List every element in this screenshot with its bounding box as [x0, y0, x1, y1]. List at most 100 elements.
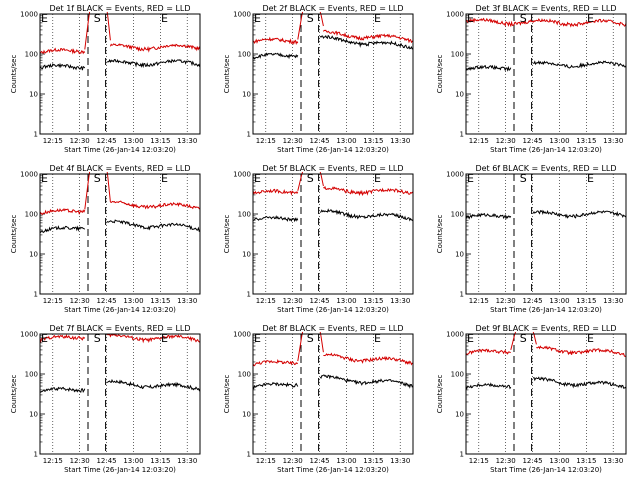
x-tick-label: 13:30	[603, 137, 623, 145]
events-series-line	[106, 378, 201, 392]
x-tick-label: 12:45	[96, 297, 116, 305]
chart-panel-1: Det 1f BLACK = Events, RED = LLD 12:15 12:…	[10, 4, 201, 154]
x-tick-label: 12:45	[522, 137, 542, 145]
plot-frame	[252, 13, 414, 135]
lld-series-line	[39, 47, 86, 55]
chart-title: Det 7f BLACK = Events, RED = LLD	[49, 324, 190, 333]
marker-label: E	[467, 12, 474, 25]
plot-frame	[465, 173, 627, 295]
chart-panel-8: Det 8f BLACK = Events, RED = LLD 12:15 12:…	[223, 324, 414, 474]
x-tick-label: 13:15	[150, 297, 170, 305]
marker-label: S	[520, 12, 527, 25]
x-tick-label: 12:45	[309, 457, 329, 465]
y-axis-label: Counts/sec	[10, 375, 18, 414]
x-tick-label: 13:15	[150, 457, 170, 465]
marker-label: E	[254, 12, 261, 25]
x-tick-label: 12:15	[469, 297, 489, 305]
chart-title: Det 1f BLACK = Events, RED = LLD	[49, 4, 190, 13]
x-axis-label: Start Time (26-Jan-14 12:03:20)	[277, 306, 389, 314]
marker-label: S	[94, 12, 101, 25]
marker-label: E	[41, 12, 48, 25]
chart-title: Det 4f BLACK = Events, RED = LLD	[49, 164, 190, 173]
lld-series-line	[109, 43, 201, 53]
x-tick-label: 13:15	[363, 297, 383, 305]
x-tick-label: 12:30	[496, 137, 516, 145]
events-series-line	[39, 225, 86, 234]
marker-label: E	[587, 172, 594, 185]
marker-label: S	[520, 172, 527, 185]
lld-series-line	[252, 188, 299, 196]
plot-frame	[39, 173, 201, 295]
chart-panel-9: Det 9f BLACK = Events, RED = LLD 12:15 12:…	[436, 324, 627, 474]
lld-series-line	[252, 36, 299, 45]
chart-panel-6: Det 6f BLACK = Events, RED = LLD 12:15 12:…	[436, 164, 627, 314]
y-tick-label: 1	[34, 131, 38, 139]
events-series-line	[465, 212, 512, 221]
x-tick-label: 12:30	[70, 137, 90, 145]
y-tick-label: 1000	[446, 331, 464, 339]
x-tick-label: 13:30	[390, 457, 410, 465]
x-tick-label: 13:00	[549, 297, 569, 305]
y-tick-label: 10	[455, 411, 464, 419]
x-tick-label: 12:30	[283, 137, 303, 145]
x-tick-label: 13:15	[576, 137, 596, 145]
y-tick-label: 1	[247, 291, 251, 299]
events-series-line	[319, 374, 414, 389]
x-tick-label: 13:00	[336, 297, 356, 305]
x-axis-label: Start Time (26-Jan-14 12:03:20)	[64, 466, 176, 474]
x-tick-label: 12:30	[70, 457, 90, 465]
plot-frame	[39, 333, 201, 455]
x-axis-label: Start Time (26-Jan-14 12:03:20)	[490, 146, 602, 154]
x-tick-label: 13:15	[576, 297, 596, 305]
y-tick-label: 1000	[20, 11, 38, 19]
plot-frame	[39, 13, 201, 135]
y-axis-label: Counts/sec	[10, 55, 18, 94]
marker-label: E	[41, 172, 48, 185]
x-axis-label: Start Time (26-Jan-14 12:03:20)	[64, 146, 176, 154]
events-series-line	[532, 376, 627, 389]
events-series-line	[532, 209, 627, 219]
y-tick-label: 100	[451, 211, 464, 219]
events-series-line	[106, 219, 201, 233]
plot-frame	[252, 333, 414, 455]
lld-series-line	[322, 29, 414, 44]
events-series-line	[465, 64, 512, 72]
lld-series-line	[84, 171, 91, 210]
y-axis-label: Counts/sec	[223, 215, 231, 254]
marker-label: E	[374, 172, 381, 185]
y-tick-label: 10	[242, 411, 251, 419]
plot-frame	[252, 173, 414, 295]
events-series-line	[39, 62, 86, 71]
x-tick-label: 12:15	[256, 457, 276, 465]
x-tick-label: 12:30	[496, 457, 516, 465]
lld-series-line	[252, 359, 299, 367]
y-tick-label: 1	[460, 131, 464, 139]
x-tick-label: 13:00	[549, 457, 569, 465]
y-tick-label: 100	[238, 371, 251, 379]
y-tick-label: 1	[460, 291, 464, 299]
x-tick-label: 13:00	[123, 297, 143, 305]
chart-panel-5: Det 5f BLACK = Events, RED = LLD 12:15 12:…	[223, 164, 414, 314]
marker-label: S	[307, 332, 314, 345]
y-tick-label: 10	[29, 411, 38, 419]
x-tick-label: 12:15	[43, 457, 63, 465]
x-tick-label: 13:30	[390, 297, 410, 305]
y-tick-label: 1000	[20, 331, 38, 339]
marker-label: S	[307, 12, 314, 25]
y-tick-label: 10	[455, 91, 464, 99]
marker-label: E	[374, 332, 381, 345]
lld-series-line	[465, 348, 511, 355]
chart-title: Det 6f BLACK = Events, RED = LLD	[475, 164, 616, 173]
y-tick-label: 1000	[446, 171, 464, 179]
x-axis-label: Start Time (26-Jan-14 12:03:20)	[490, 306, 602, 314]
y-tick-label: 100	[451, 371, 464, 379]
events-series-line	[533, 60, 627, 69]
chart-panel-4: Det 4f BLACK = Events, RED = LLD 12:15 12:…	[10, 164, 201, 314]
y-tick-label: 1000	[233, 11, 251, 19]
x-tick-label: 12:45	[96, 137, 116, 145]
events-series-line	[106, 58, 201, 69]
y-tick-label: 1	[247, 451, 251, 459]
marker-label: E	[587, 12, 594, 25]
x-tick-label: 12:15	[469, 137, 489, 145]
